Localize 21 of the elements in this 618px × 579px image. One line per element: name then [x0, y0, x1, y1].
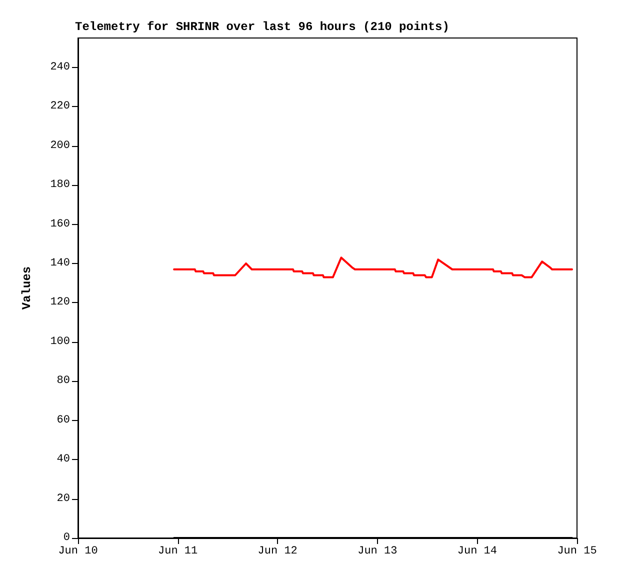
y-tick-label: 180 — [50, 179, 70, 192]
x-tick-label: Jun 13 — [358, 546, 398, 558]
y-tick-label: 100 — [50, 336, 70, 348]
y-tick-label: 140 — [50, 257, 70, 270]
x-tick-label: Jun 10 — [58, 546, 98, 558]
y-tick-label: 80 — [56, 375, 70, 388]
y-tick-label: 40 — [56, 454, 70, 466]
y-axis-title: Values — [20, 266, 34, 310]
chart-title: Telemetry for SHRINR over last 96 hours (210 points) — [75, 20, 450, 34]
y-tick-label: 120 — [50, 296, 70, 309]
y-tick-label: 220 — [50, 100, 70, 113]
y-tick-label: 0 — [63, 532, 70, 544]
y-tick-label: 240 — [50, 61, 70, 74]
x-tick-label: Jun 12 — [258, 546, 298, 558]
y-tick-label: 200 — [50, 140, 70, 152]
y-tick-label: 160 — [50, 218, 70, 230]
x-tick-label: Jun 15 — [557, 546, 597, 558]
y-tick-label: 20 — [56, 492, 70, 505]
x-tick-label: Jun 11 — [158, 546, 198, 558]
x-tick-label: Jun 14 — [457, 546, 498, 558]
y-tick-label: 60 — [56, 414, 70, 426]
